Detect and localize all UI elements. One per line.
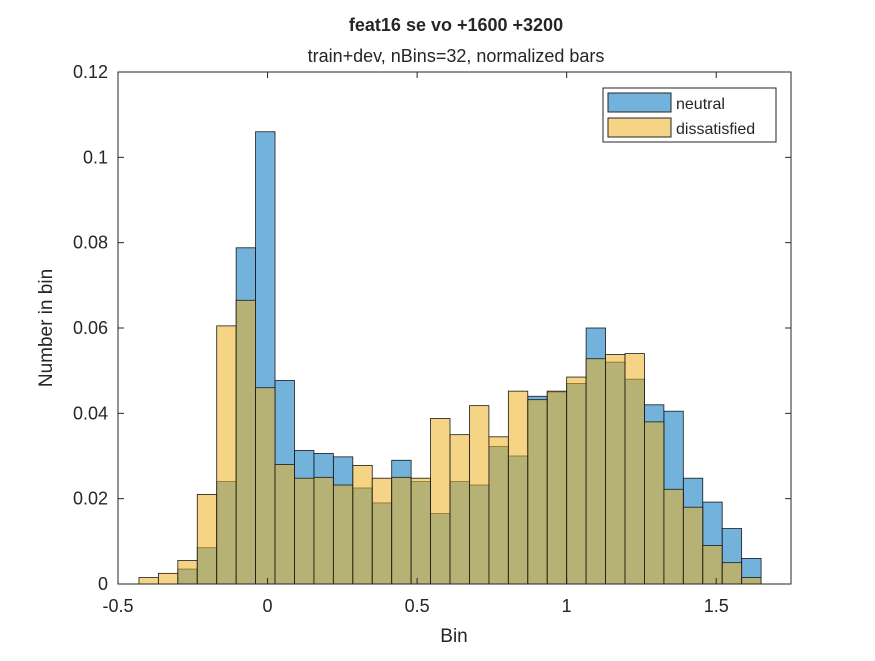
y-tick-label: 0.12 bbox=[73, 62, 108, 82]
bar-dissatisfied-12 bbox=[371, 477, 393, 585]
bar-dissatisfied-13 bbox=[391, 476, 412, 585]
bar-dissatisfied-2 bbox=[177, 560, 198, 585]
x-tick-label: -0.5 bbox=[102, 596, 133, 616]
y-axis: 0 0.02 0.04 0.06 0.08 0.1 0.12 bbox=[73, 62, 791, 594]
y-tick-label: 0.02 bbox=[73, 489, 108, 509]
bar-dissatisfied-25 bbox=[624, 353, 645, 585]
bar-dissatisfied-3 bbox=[196, 493, 218, 585]
bar-dissatisfied-26 bbox=[644, 421, 665, 585]
legend-swatch-neutral bbox=[607, 92, 672, 113]
bar-dissatisfied-31 bbox=[741, 577, 762, 585]
y-tick-label: 0.04 bbox=[73, 403, 108, 423]
x-axis: -0.5 0 0.5 1 1.5 bbox=[102, 72, 729, 616]
x-axis-label: Bin bbox=[440, 626, 467, 647]
x-tick-label: 1.5 bbox=[704, 596, 729, 616]
bar-dissatisfied-17 bbox=[469, 405, 490, 585]
bar-dissatisfied-27 bbox=[663, 488, 684, 585]
bar-dissatisfied-7 bbox=[274, 464, 295, 585]
bar-dissatisfied-0 bbox=[138, 577, 159, 585]
legend: neutral dissatisfied bbox=[602, 87, 777, 143]
bar-dissatisfied-28 bbox=[682, 506, 704, 585]
legend-swatch-dissatisfied bbox=[607, 117, 672, 138]
bar-dissatisfied-10 bbox=[332, 484, 354, 585]
bar-dissatisfied-4 bbox=[216, 325, 237, 585]
chart-subtitle: train+dev, nBins=32, normalized bars bbox=[308, 46, 605, 66]
x-tick-label: 0.5 bbox=[405, 596, 430, 616]
bar-dissatisfied-19 bbox=[507, 390, 529, 585]
bar-dissatisfied-15 bbox=[430, 418, 451, 585]
y-tick-label: 0 bbox=[98, 574, 108, 594]
dissatisfied-series bbox=[138, 299, 762, 585]
chart-title: feat16 se vo +1600 +3200 bbox=[349, 15, 563, 35]
x-tick-label: 0 bbox=[263, 596, 273, 616]
bar-dissatisfied-8 bbox=[294, 477, 315, 585]
y-tick-label: 0.06 bbox=[73, 318, 108, 338]
bar-dissatisfied-29 bbox=[702, 545, 723, 585]
bar-dissatisfied-1 bbox=[157, 572, 179, 585]
x-tick-label: 1 bbox=[562, 596, 572, 616]
bar-dissatisfied-24 bbox=[605, 354, 626, 585]
bar-dissatisfied-23 bbox=[585, 358, 606, 585]
bar-dissatisfied-16 bbox=[449, 434, 470, 585]
y-tick-label: 0.08 bbox=[73, 233, 108, 253]
bar-dissatisfied-14 bbox=[410, 477, 431, 585]
bar-dissatisfied-6 bbox=[255, 387, 276, 585]
bar-dissatisfied-18 bbox=[488, 436, 509, 585]
bar-dissatisfied-20 bbox=[527, 399, 548, 585]
bar-dissatisfied-5 bbox=[235, 299, 256, 585]
legend-label-dissatisfied: dissatisfied bbox=[676, 121, 755, 138]
y-axis-label: Number in bin bbox=[36, 269, 57, 387]
bar-dissatisfied-9 bbox=[313, 476, 334, 585]
legend-label-neutral: neutral bbox=[676, 96, 725, 113]
bar-dissatisfied-21 bbox=[546, 390, 568, 585]
bar-dissatisfied-11 bbox=[352, 464, 373, 585]
bar-dissatisfied-22 bbox=[566, 376, 587, 585]
y-tick-label: 0.1 bbox=[83, 147, 108, 167]
bar-dissatisfied-30 bbox=[721, 562, 743, 585]
